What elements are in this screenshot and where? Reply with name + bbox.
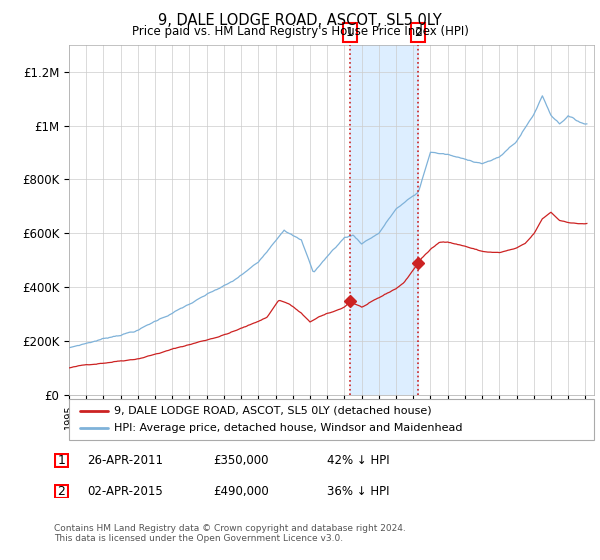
Text: Price paid vs. HM Land Registry's House Price Index (HPI): Price paid vs. HM Land Registry's House … bbox=[131, 25, 469, 38]
Text: This data is licensed under the Open Government Licence v3.0.: This data is licensed under the Open Gov… bbox=[54, 534, 343, 543]
Text: Contains HM Land Registry data © Crown copyright and database right 2024.: Contains HM Land Registry data © Crown c… bbox=[54, 524, 406, 533]
Text: 26-APR-2011: 26-APR-2011 bbox=[87, 454, 163, 468]
Text: 36% ↓ HPI: 36% ↓ HPI bbox=[327, 485, 389, 498]
Text: HPI: Average price, detached house, Windsor and Maidenhead: HPI: Average price, detached house, Wind… bbox=[113, 423, 462, 433]
Text: 02-APR-2015: 02-APR-2015 bbox=[87, 485, 163, 498]
Text: 1: 1 bbox=[346, 26, 354, 39]
Text: 9, DALE LODGE ROAD, ASCOT, SL5 0LY (detached house): 9, DALE LODGE ROAD, ASCOT, SL5 0LY (deta… bbox=[113, 405, 431, 416]
Text: £350,000: £350,000 bbox=[213, 454, 269, 468]
Text: £490,000: £490,000 bbox=[213, 485, 269, 498]
Bar bbox=[350, 45, 418, 395]
Text: 9, DALE LODGE ROAD, ASCOT, SL5 0LY: 9, DALE LODGE ROAD, ASCOT, SL5 0LY bbox=[158, 13, 442, 29]
Text: 2: 2 bbox=[414, 26, 422, 39]
Text: 2: 2 bbox=[58, 484, 65, 498]
Text: 42% ↓ HPI: 42% ↓ HPI bbox=[327, 454, 389, 468]
Text: 1: 1 bbox=[58, 454, 65, 467]
